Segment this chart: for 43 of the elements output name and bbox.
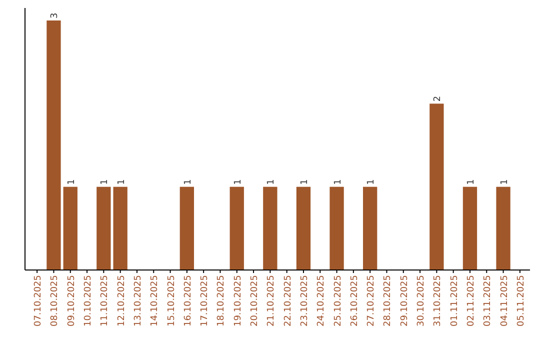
data-label: 1 [333, 179, 344, 185]
data-label: 1 [266, 179, 277, 185]
data-label: 1 [300, 179, 310, 185]
x-tick-label: 20.10.2025 [250, 275, 260, 327]
x-tick-label: 21.10.2025 [266, 275, 277, 327]
data-label: 3 [50, 12, 60, 18]
x-tick-label: 02.11.2025 [466, 275, 476, 327]
x-tick-label: 12.10.2025 [116, 275, 127, 327]
data-label: 1 [500, 179, 510, 185]
x-tick-label: 24.10.2025 [316, 275, 327, 327]
x-tick-label: 04.11.2025 [500, 275, 510, 327]
x-tick-label: 28.10.2025 [383, 275, 394, 327]
x-tick-label: 19.10.2025 [233, 275, 244, 327]
data-label: 1 [116, 179, 127, 185]
x-tick-label: 15.10.2025 [166, 275, 177, 327]
x-tick-label: 08.10.2025 [50, 275, 60, 327]
data-label: 1 [100, 179, 110, 185]
data-label: 1 [183, 179, 194, 185]
x-tick-label: 29.10.2025 [400, 275, 410, 327]
x-tick-label: 11.10.2025 [100, 275, 110, 327]
x-tick-label: 10.10.2025 [84, 275, 94, 327]
data-label: 2 [433, 96, 444, 102]
x-tick-label: 30.10.2025 [416, 275, 427, 327]
data-label: 1 [466, 179, 476, 185]
x-tick-label: 22.10.2025 [283, 275, 294, 327]
x-tick-label: 17.10.2025 [200, 275, 210, 327]
x-tick-label: 07.10.2025 [34, 275, 44, 327]
x-tick-label: 27.10.2025 [366, 275, 377, 327]
x-tick-label: 05.11.2025 [516, 275, 526, 327]
x-tick-label: 23.10.2025 [300, 275, 310, 327]
x-tick-label: 18.10.2025 [216, 275, 227, 327]
x-tick-label: 01.11.2025 [450, 275, 460, 327]
x-tick-label: 25.10.2025 [333, 275, 344, 327]
x-tick-label: 03.11.2025 [483, 275, 494, 327]
x-tick-label: 13.10.2025 [133, 275, 144, 327]
x-tick-label: 26.10.2025 [350, 275, 360, 327]
data-label: 1 [366, 179, 377, 185]
x-tick-label: 31.10.2025 [433, 275, 444, 327]
data-label: 1 [233, 179, 244, 185]
x-tick-label: 16.10.2025 [183, 275, 194, 327]
x-tick-label: 09.10.2025 [66, 275, 77, 327]
data-label: 1 [66, 179, 77, 185]
x-tick-label: 14.10.2025 [150, 275, 160, 327]
